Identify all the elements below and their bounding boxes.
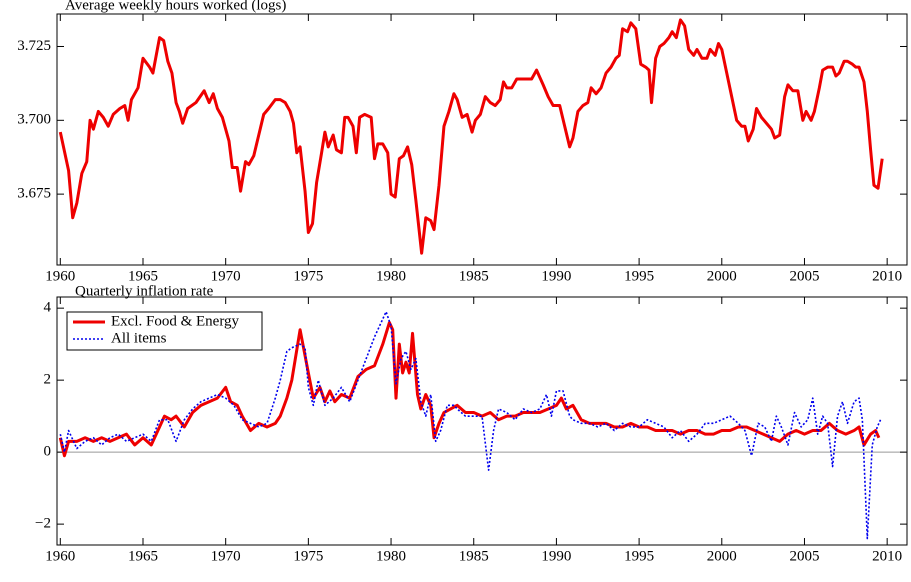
x-tick-label: 2010 [872,548,902,564]
x-tick-label: 1995 [624,548,654,564]
line-series [59,310,882,540]
x-tick-label: 1985 [459,548,489,564]
x-tick-label: 1995 [624,268,654,284]
x-tick-label: 1970 [211,548,241,564]
x-tick-label: 1965 [128,268,158,284]
x-tick-label: 1990 [541,548,571,564]
x-tick-label: 2010 [872,268,902,284]
x-tick-label: 1980 [376,268,406,284]
x-tick-label: 1975 [293,548,323,564]
y-tick-label: 3.675 [17,186,51,202]
legend-label: All items [111,330,167,346]
y-tick-label: 3.725 [17,38,51,54]
chart-title: Average weekly hours worked (logs) [65,0,286,13]
y-tick-label: 3.700 [17,112,51,128]
y-tick-label: −2 [35,516,51,532]
x-tick-label: 1960 [45,268,75,284]
y-tick-label: 0 [44,444,52,460]
x-tick-label: 1985 [459,268,489,284]
plot-frame [56,296,908,546]
chart-title: Quarterly inflation rate [75,283,214,299]
x-tick-label: 1980 [376,548,406,564]
line-series [58,18,884,255]
x-tick-label: 2005 [789,548,819,564]
line-series [58,321,881,458]
y-tick-label: 2 [44,372,52,388]
x-tick-label: 2000 [707,268,737,284]
x-tick-label: 1965 [128,548,158,564]
legend-label: Excl. Food & Energy [111,313,240,329]
legend-box [66,311,263,351]
x-tick-label: 1990 [541,268,571,284]
x-tick-label: 1970 [211,268,241,284]
x-tick-label: 1960 [45,548,75,564]
plot-frame [56,13,908,266]
x-tick-label: 1975 [293,268,323,284]
x-tick-label: 2000 [707,548,737,564]
x-tick-label: 2005 [789,268,819,284]
y-tick-label: 4 [44,300,52,316]
